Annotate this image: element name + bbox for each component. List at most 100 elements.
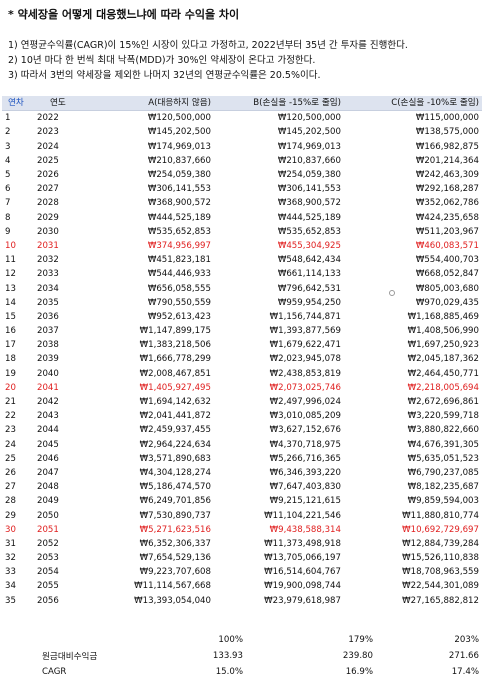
scenario-c-cell[interactable]: ₩2,464,450,771 <box>407 368 479 379</box>
year-index-cell[interactable]: 19 <box>5 368 16 379</box>
scenario-a-cell[interactable]: ₩544,446,933 <box>147 269 211 280</box>
header-scenario-c[interactable]: C(손실을 -10%로 줄임) <box>344 96 482 112</box>
year-cell[interactable]: 2045 <box>37 439 59 450</box>
scenario-c-cell[interactable]: ₩27,165,882,812 <box>402 595 479 606</box>
year-index-cell[interactable]: 4 <box>5 155 11 166</box>
scenario-a-cell[interactable]: ₩120,500,000 <box>147 113 211 124</box>
scenario-b-cell[interactable]: ₩210,837,660 <box>277 155 341 166</box>
scenario-a-cell[interactable]: ₩535,652,853 <box>147 226 211 237</box>
scenario-c-cell[interactable]: ₩5,635,051,523 <box>407 453 479 464</box>
year-cell[interactable]: 2044 <box>37 425 59 436</box>
summary-value-c[interactable]: 203% <box>454 635 479 645</box>
year-cell[interactable]: 2050 <box>37 510 59 521</box>
summary-label[interactable]: 원금대비수익금 <box>42 652 98 662</box>
year-index-cell[interactable]: 3 <box>5 141 11 152</box>
scenario-c-cell[interactable]: ₩15,526,110,838 <box>402 553 479 564</box>
year-index-cell[interactable]: 9 <box>5 226 11 237</box>
scenario-a-cell[interactable]: ₩1,694,142,632 <box>139 397 211 408</box>
year-cell[interactable]: 2056 <box>37 595 59 606</box>
year-index-cell[interactable]: 26 <box>5 467 16 478</box>
scenario-a-cell[interactable]: ₩9,223,707,608 <box>139 567 211 578</box>
scenario-c-cell[interactable]: ₩8,182,235,687 <box>407 482 479 493</box>
scenario-c-cell[interactable]: ₩11,880,810,774 <box>402 510 479 521</box>
scenario-b-cell[interactable]: ₩1,679,622,471 <box>269 340 341 351</box>
scenario-a-cell[interactable]: ₩2,008,467,851 <box>139 368 211 379</box>
scenario-a-cell[interactable]: ₩7,654,529,136 <box>139 553 211 564</box>
scenario-c-cell[interactable]: ₩166,982,875 <box>415 141 479 152</box>
year-cell[interactable]: 2054 <box>37 567 59 578</box>
scenario-a-cell[interactable]: ₩6,249,701,856 <box>139 496 211 507</box>
scenario-a-cell[interactable]: ₩5,186,474,570 <box>139 482 211 493</box>
scenario-a-cell[interactable]: ₩11,114,567,668 <box>134 581 211 592</box>
scenario-c-cell[interactable]: ₩805,003,680 <box>415 283 479 294</box>
year-index-cell[interactable]: 23 <box>5 425 16 436</box>
year-cell[interactable]: 2027 <box>37 184 59 195</box>
scenario-b-cell[interactable]: ₩6,346,393,220 <box>269 467 341 478</box>
year-index-cell[interactable]: 29 <box>5 510 16 521</box>
year-cell[interactable]: 2034 <box>37 283 59 294</box>
scenario-a-cell[interactable]: ₩952,613,423 <box>147 311 211 322</box>
scenario-a-cell[interactable]: ₩656,058,555 <box>147 283 211 294</box>
scenario-c-cell[interactable]: ₩668,052,847 <box>415 269 479 280</box>
summary-value-b[interactable]: 16.9% <box>345 667 373 677</box>
scenario-a-cell[interactable]: ₩368,900,572 <box>147 198 211 209</box>
scenario-a-cell[interactable]: ₩1,147,899,175 <box>139 326 211 337</box>
scenario-c-cell[interactable]: ₩22,544,301,089 <box>402 581 479 592</box>
year-cell[interactable]: 2047 <box>37 467 59 478</box>
scenario-a-cell[interactable]: ₩444,525,189 <box>147 212 211 223</box>
scenario-c-cell[interactable]: ₩6,790,237,085 <box>407 467 479 478</box>
scenario-c-cell[interactable]: ₩242,463,309 <box>415 170 479 181</box>
scenario-c-cell[interactable]: ₩201,214,364 <box>415 155 479 166</box>
year-cell[interactable]: 2043 <box>37 411 59 422</box>
year-index-cell[interactable]: 30 <box>5 524 16 535</box>
summary-value-b[interactable]: 179% <box>348 635 373 645</box>
year-cell[interactable]: 2048 <box>37 482 59 493</box>
year-cell[interactable]: 2023 <box>37 127 59 138</box>
scenario-b-cell[interactable]: ₩174,969,013 <box>277 141 341 152</box>
scenario-c-cell[interactable]: ₩138,575,000 <box>415 127 479 138</box>
year-cell[interactable]: 2040 <box>37 368 59 379</box>
scenario-b-cell[interactable]: ₩16,514,604,767 <box>264 567 341 578</box>
scenario-c-cell[interactable]: ₩554,400,703 <box>415 255 479 266</box>
scenario-b-cell[interactable]: ₩11,104,221,546 <box>264 510 341 521</box>
year-cell[interactable]: 2036 <box>37 311 59 322</box>
scenario-a-cell[interactable]: ₩790,550,559 <box>147 297 211 308</box>
year-index-cell[interactable]: 32 <box>5 553 16 564</box>
scenario-b-cell[interactable]: ₩7,647,403,830 <box>269 482 341 493</box>
scenario-b-cell[interactable]: ₩1,393,877,569 <box>269 326 341 337</box>
scenario-b-cell[interactable]: ₩368,900,572 <box>277 198 341 209</box>
year-index-cell[interactable]: 28 <box>5 496 16 507</box>
scenario-c-cell[interactable]: ₩10,692,729,697 <box>402 524 479 535</box>
scenario-b-cell[interactable]: ₩2,023,945,078 <box>269 354 341 365</box>
year-cell[interactable]: 2024 <box>37 141 59 152</box>
year-index-cell[interactable]: 25 <box>5 453 16 464</box>
year-cell[interactable]: 2031 <box>37 240 59 251</box>
summary-value-a[interactable]: 15.0% <box>215 667 243 677</box>
scenario-b-cell[interactable]: ₩13,705,066,197 <box>264 553 341 564</box>
scenario-b-cell[interactable]: ₩2,073,025,746 <box>269 382 341 393</box>
year-cell[interactable]: 2052 <box>37 538 59 549</box>
scenario-c-cell[interactable]: ₩292,168,287 <box>415 184 479 195</box>
scenario-b-cell[interactable]: ₩254,059,380 <box>277 170 341 181</box>
summary-label[interactable]: CAGR <box>42 667 67 677</box>
year-cell[interactable]: 2042 <box>37 397 59 408</box>
year-cell[interactable]: 2051 <box>37 524 59 535</box>
scenario-b-cell[interactable]: ₩23,979,618,987 <box>264 595 341 606</box>
summary-value-b[interactable]: 239.80 <box>342 651 373 661</box>
year-index-cell[interactable]: 14 <box>5 297 16 308</box>
scenario-b-cell[interactable]: ₩796,642,531 <box>277 283 341 294</box>
scenario-a-cell[interactable]: ₩254,059,380 <box>147 170 211 181</box>
summary-value-a[interactable]: 133.93 <box>212 651 243 661</box>
scenario-c-cell[interactable]: ₩115,000,000 <box>415 113 479 124</box>
scenario-c-cell[interactable]: ₩1,408,506,990 <box>407 326 479 337</box>
year-index-cell[interactable]: 5 <box>5 170 11 181</box>
scenario-c-cell[interactable]: ₩424,235,658 <box>415 212 479 223</box>
summary-label[interactable] <box>2 632 182 648</box>
year-index-cell[interactable]: 22 <box>5 411 16 422</box>
scenario-b-cell[interactable]: ₩1,156,744,871 <box>269 311 341 322</box>
scenario-b-cell[interactable]: ₩120,500,000 <box>277 113 341 124</box>
header-scenario-b[interactable]: B(손실을 -15%로 줄임) <box>214 96 344 112</box>
year-index-cell[interactable]: 34 <box>5 581 16 592</box>
year-index-cell[interactable]: 18 <box>5 354 16 365</box>
scenario-a-cell[interactable]: ₩3,571,890,683 <box>139 453 211 464</box>
